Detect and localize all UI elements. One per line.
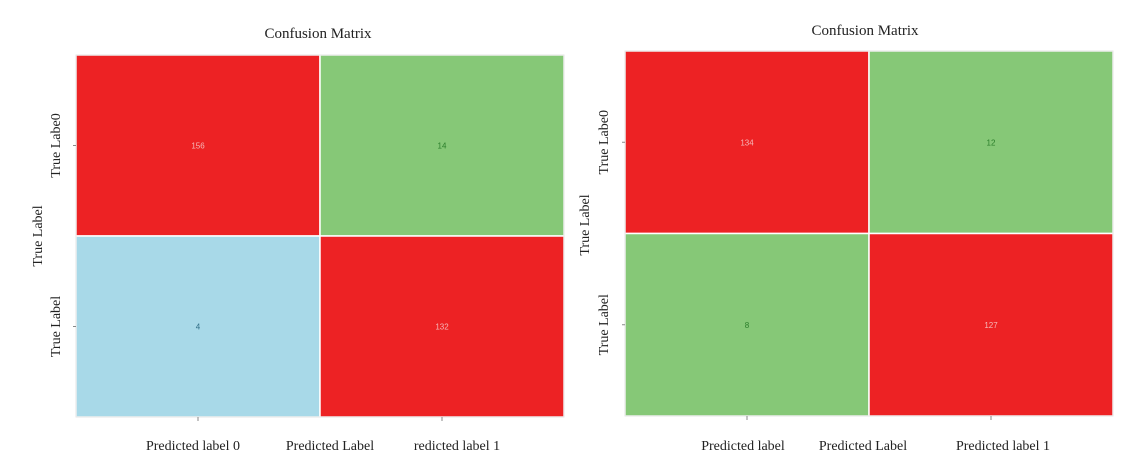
x-axis-label: Predicted Label (819, 439, 907, 454)
matrix-cell-r0-c0 (624, 50, 870, 235)
y-tick-label: True Label (597, 294, 612, 355)
chart-title: Confusion Matrix (811, 23, 919, 39)
matrix-cell-r1-c1 (868, 232, 1114, 417)
y-axis-label: True Label (31, 205, 46, 266)
matrix-cell-r1-c1 (319, 235, 565, 418)
cell-value-r1-c0: 4 (196, 323, 201, 332)
matrix-cell-r1-c0 (75, 235, 321, 418)
cell-value-r1-c0: 8 (745, 321, 750, 330)
x-tick-label: Predicted label 1 (956, 439, 1050, 454)
y-tick-label: True Labe0 (597, 110, 612, 174)
y-tick-label: True Labe0 (49, 113, 64, 177)
matrix-cell-r1-c0 (624, 232, 870, 417)
x-tick-label: Predicted label 0 (146, 439, 240, 454)
x-tick-label: redicted label 1 (414, 439, 500, 454)
matrix-cell-r0-c1 (319, 54, 565, 237)
confusion-matrix-2: Confusion Matrix 134 12 8 127 True Labe0 True … (578, 23, 1114, 454)
y-axis-label: True Label (578, 194, 593, 255)
matrix-cell-r0-c0 (75, 54, 321, 237)
cell-value-r1-c1: 127 (984, 321, 998, 330)
cell-value-r0-c1: 14 (438, 142, 447, 151)
chart-title: Confusion Matrix (264, 26, 372, 42)
matrix-frame (75, 54, 565, 418)
cell-value-r0-c0: 134 (740, 138, 754, 147)
x-axis-label: Predicted Label (286, 439, 374, 454)
matrix-frame (624, 50, 1114, 417)
cell-value-r0-c0: 156 (191, 142, 205, 151)
cell-value-r0-c1: 12 (987, 138, 996, 147)
y-tick-label: True Label (49, 296, 64, 357)
x-tick-label: Predicted label (701, 439, 785, 454)
cell-value-r1-c1: 132 (435, 323, 449, 332)
